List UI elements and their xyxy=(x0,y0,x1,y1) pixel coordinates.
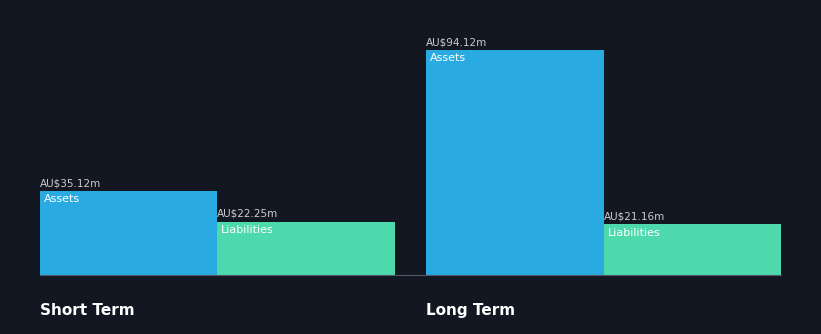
Text: Liabilities: Liabilities xyxy=(222,225,274,235)
Text: AU$22.25m: AU$22.25m xyxy=(218,209,278,219)
Text: AU$21.16m: AU$21.16m xyxy=(603,211,665,221)
Text: Assets: Assets xyxy=(430,53,466,63)
Text: Assets: Assets xyxy=(44,194,80,204)
Text: Liabilities: Liabilities xyxy=(608,228,660,238)
Text: Short Term: Short Term xyxy=(40,304,135,319)
Text: AU$94.12m: AU$94.12m xyxy=(426,37,488,47)
FancyBboxPatch shape xyxy=(218,222,395,275)
FancyBboxPatch shape xyxy=(40,191,218,275)
Text: Long Term: Long Term xyxy=(426,304,516,319)
FancyBboxPatch shape xyxy=(426,50,603,275)
FancyBboxPatch shape xyxy=(603,224,781,275)
Text: AU$35.12m: AU$35.12m xyxy=(40,178,101,188)
